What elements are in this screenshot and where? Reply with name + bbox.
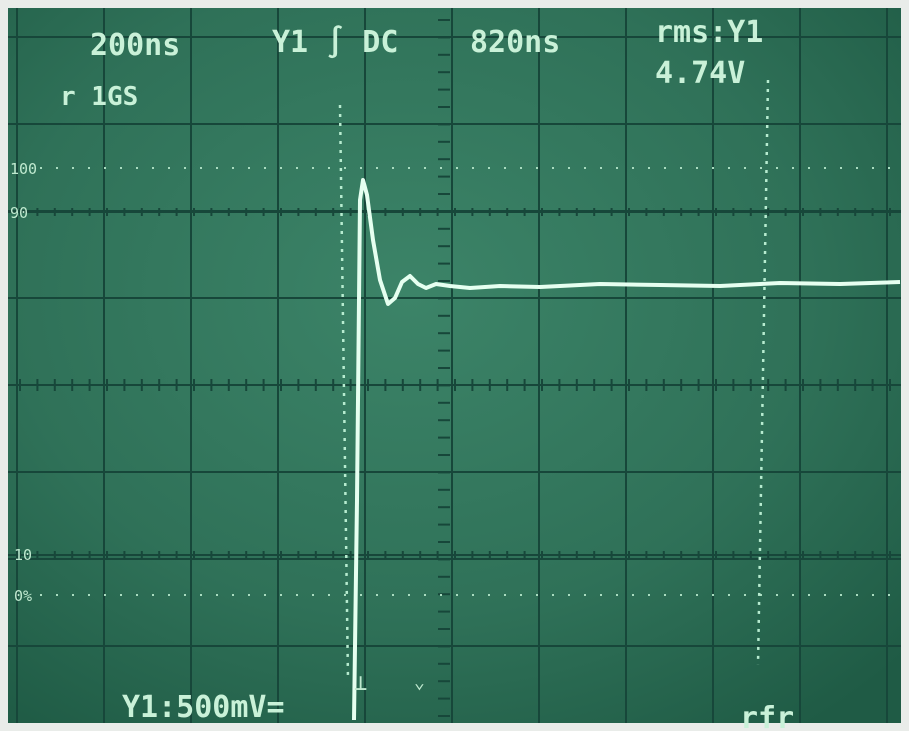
channel-coupling: Y1 ∫ DC bbox=[272, 25, 398, 60]
sample-rate: r 1GS bbox=[60, 82, 138, 112]
level-label: 10 bbox=[14, 546, 32, 564]
cursor-time: 820ns bbox=[470, 25, 560, 60]
page: ⊥ ⌄ 200ns Y1 ∫ DC 820ns rms:Y1 4.74V r 1… bbox=[0, 0, 909, 731]
measurement-value: 4.74V bbox=[655, 56, 745, 91]
timebase: 200ns bbox=[90, 28, 180, 63]
level-label: 100 bbox=[10, 160, 37, 178]
trigger-level-marker: ⌄ bbox=[414, 672, 425, 693]
measurement-label: rms:Y1 bbox=[655, 15, 763, 50]
acquisition-mode: rfr bbox=[740, 701, 794, 731]
vertical-scale: Y1:500mV= bbox=[122, 690, 285, 725]
oscilloscope-screen: ⊥ ⌄ 200ns Y1 ∫ DC 820ns rms:Y1 4.74V r 1… bbox=[0, 0, 909, 731]
screen-background bbox=[8, 8, 901, 723]
level-label: 90 bbox=[10, 204, 28, 222]
level-label: 0% bbox=[14, 587, 32, 605]
trigger-marker: ⊥ bbox=[354, 671, 367, 696]
